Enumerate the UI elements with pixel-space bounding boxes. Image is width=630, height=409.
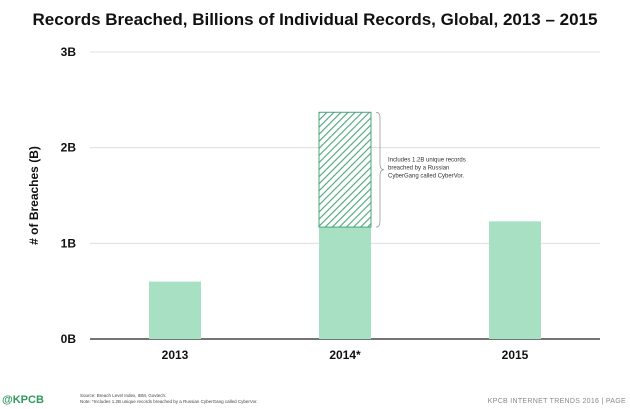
y-tick-label: 0B (61, 332, 77, 346)
bar (319, 227, 371, 339)
y-tick-label: 3B (61, 45, 77, 59)
axis-labels: 0B 1B 2B 3B # of Breaches (B) 2013 2014* 2015 (27, 45, 529, 362)
annotation-text: CyberGang called CyberVor. (388, 174, 464, 180)
annotation-group: Includes 1.2B unique records breached by … (375, 111, 466, 228)
annotation-bracket (375, 111, 385, 228)
x-tick-label: 2014* (329, 348, 361, 362)
bars (149, 111, 541, 339)
chart-title: Records Breached, Billions of Individual… (32, 10, 598, 29)
source-note: Source: Breach Level Index, IBM, Govtech… (80, 393, 258, 404)
annotation-text: breached by a Russian (388, 166, 449, 172)
source-line: Source: Breach Level Index, IBM, Govtech… (80, 393, 167, 398)
bar-segment-hatched (318, 111, 372, 228)
y-tick-label: 1B (61, 236, 77, 250)
bar (149, 281, 201, 339)
x-tick-label: 2015 (502, 348, 529, 362)
annotation-text: Includes 1.2B unique records (388, 158, 466, 164)
y-axis-title: # of Breaches (B) (27, 146, 41, 245)
x-tick-label: 2013 (162, 348, 189, 362)
kpcb-logo: @KPCB (2, 394, 44, 406)
y-tick-label: 2B (61, 141, 77, 155)
footer-text: KPCB INTERNET TRENDS 2016 | PAGE (487, 398, 626, 405)
note-line: Note: *Includes 1.2B unique records brea… (80, 398, 258, 404)
bar (489, 221, 541, 339)
